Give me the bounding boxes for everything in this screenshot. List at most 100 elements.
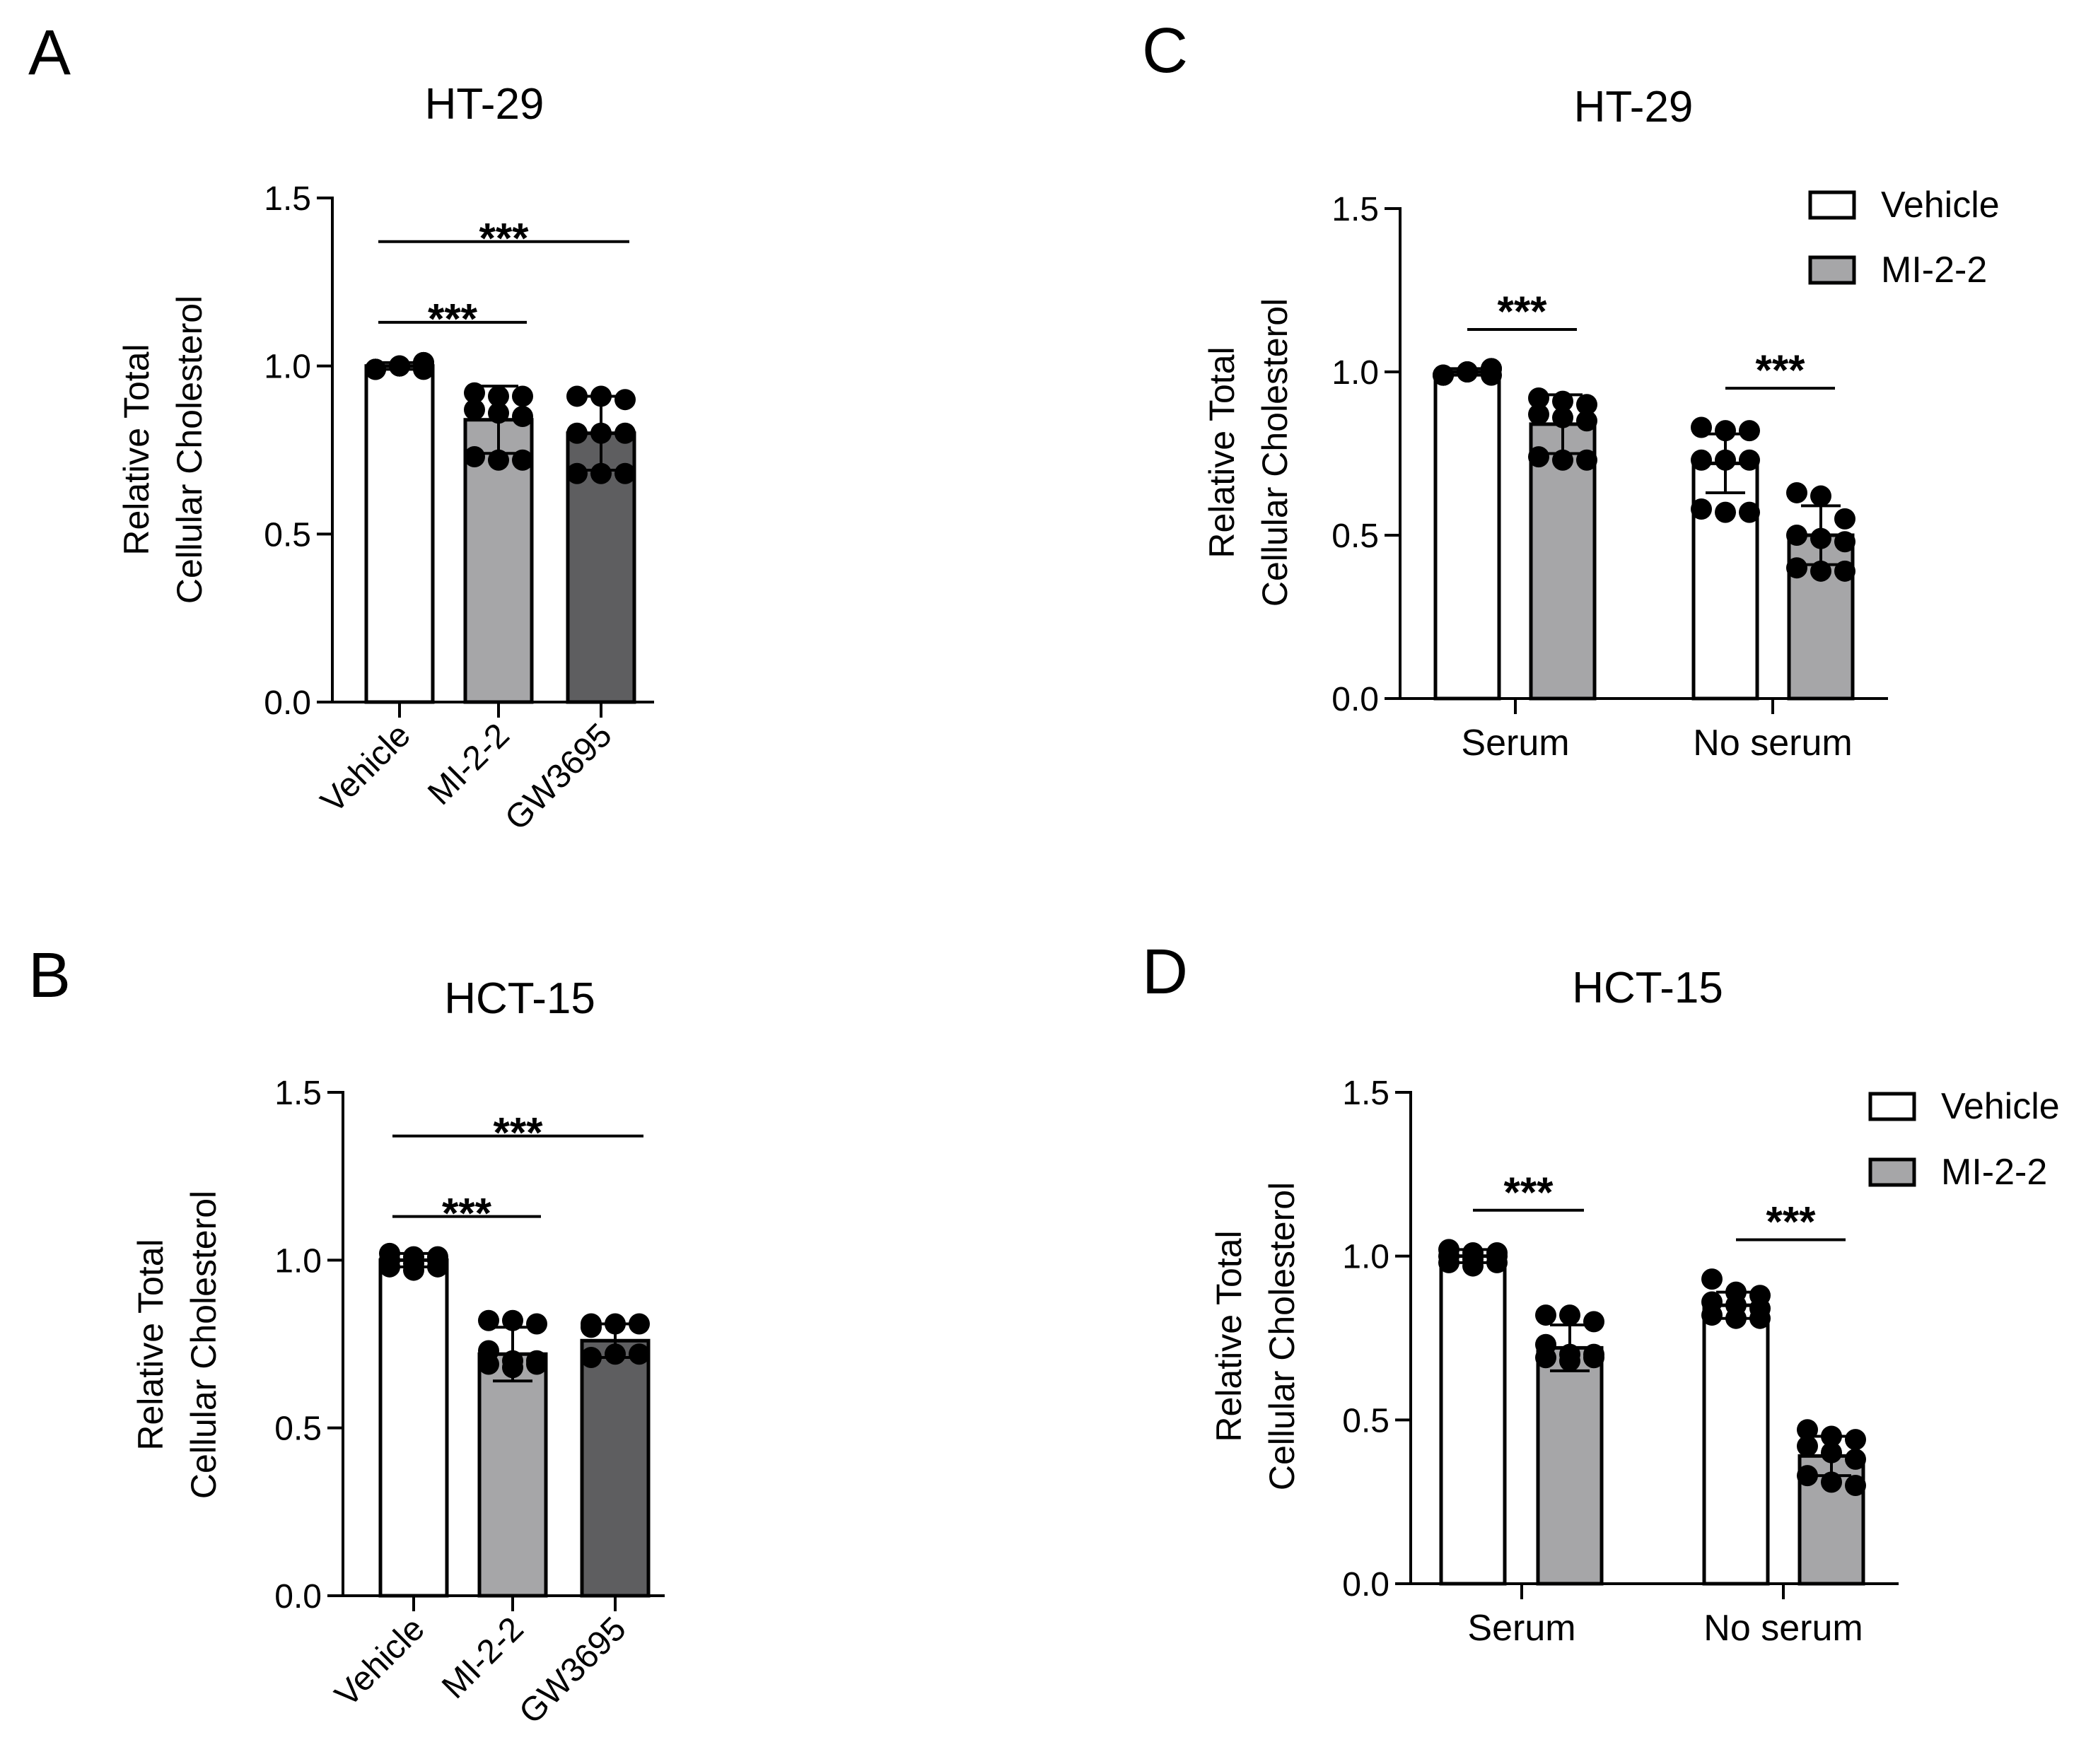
data-point [1821,1425,1842,1447]
y-tick-label: 1.5 [264,180,311,218]
legend-label: Vehicle [1881,185,2000,226]
panel-b: B HCT-15 Relative Total Cellular Cholestero… [28,940,665,1731]
chart-title: HCT-15 [444,974,595,1023]
data-point [365,358,386,380]
data-point [605,1313,626,1335]
bar [1702,1303,1770,1586]
x-tick-label: Vehicle [314,716,418,820]
bar [1439,1254,1507,1586]
y-tick-label: 0.5 [264,516,311,554]
data-point [1845,1475,1866,1496]
significance-label: *** [479,215,529,262]
data-point [1576,394,1597,416]
data-point [413,358,434,380]
data-point [403,1259,424,1281]
data-point [1821,1471,1842,1493]
y-tick-label: 1.0 [1342,1239,1389,1276]
legend-label: MI-2-2 [1881,250,1987,291]
bar [1433,370,1501,701]
data-point [1739,501,1760,523]
x-tick-label: MI-2-2 [435,1610,531,1706]
data-point [1559,1304,1580,1326]
data-point [1535,1304,1556,1326]
data-point [1481,364,1502,386]
data-point [590,385,612,407]
x-tick-label: No serum [1693,723,1852,764]
data-point [526,1313,547,1335]
data-point [389,355,410,377]
data-point [1576,410,1597,432]
data-point [1810,527,1831,549]
y-axis-label-line1: Relative Total [1202,346,1242,558]
data-point [1715,449,1736,471]
data-point [1462,1255,1484,1277]
data-point [1535,1347,1556,1369]
significance-label: *** [1503,1169,1554,1216]
y-axis-label-line2: Cellular Cholesterol [184,1191,223,1499]
panel-d: D HCT-15 Relative Total Cellular Cholestero… [1142,937,2060,1649]
data-point [581,1316,602,1338]
y-tick-label: 0.0 [264,684,311,722]
data-point [1786,525,1807,546]
significance-label: *** [428,296,478,343]
significance-label: *** [1755,346,1805,394]
data-point [614,462,636,484]
data-point [488,385,509,407]
x-tick-label: Serum [1467,1608,1575,1649]
x-tick-label: No serum [1703,1608,1863,1649]
data-point [478,1309,499,1331]
data-point [1834,560,1855,582]
data-point [1552,449,1573,471]
data-point [1701,1304,1723,1326]
chart-title: HCT-15 [1572,964,1723,1012]
data-point [1691,449,1712,471]
data-point [379,1256,400,1278]
data-point [605,1343,626,1365]
data-point [1691,498,1712,520]
data-point [502,1357,523,1379]
y-axis-label-line1: Relative Total [131,1239,170,1450]
data-point [1739,449,1760,471]
panel-letter: D [1142,937,1188,1007]
y-axis-label-line1: Relative Total [117,344,156,555]
x-tick-label: MI-2-2 [421,716,517,812]
data-point [478,1353,499,1375]
y-tick-label: 1.5 [1342,1075,1389,1112]
data-point [512,385,533,407]
significance-label: *** [1497,288,1547,335]
data-point [464,446,485,468]
y-axis-label-line1: Relative Total [1209,1230,1249,1442]
data-point [488,402,509,424]
data-point [566,422,588,444]
y-tick-label: 0.0 [1332,681,1379,718]
data-point [464,399,485,421]
data-point [1739,420,1760,442]
data-point [1810,485,1831,507]
data-point [1486,1245,1508,1267]
data-point [1786,557,1807,579]
significance-label: *** [493,1109,543,1156]
data-point [1559,1350,1580,1372]
legend-label: MI-2-2 [1941,1152,2047,1193]
data-point [1433,364,1454,386]
data-point [1457,361,1478,382]
data-point [1797,1419,1818,1441]
data-point [1583,1347,1604,1369]
data-point [526,1353,547,1375]
y-tick-label: 1.0 [264,349,311,386]
panel-letter: C [1142,16,1188,86]
bar [378,1258,449,1598]
data-point [629,1313,650,1335]
data-point [614,389,636,411]
x-tick-label: Serum [1461,723,1569,764]
legend-swatch [1808,190,1856,220]
y-axis-label-line2: Cellular Cholesterol [1255,298,1295,607]
panel-a: A HT-29 Relative Total Cellular Cholesterol… [28,18,654,838]
legend-swatch [1868,1157,1916,1187]
legend-label: Vehicle [1941,1086,2060,1127]
data-point [1583,1311,1604,1333]
x-tick-label: GW3695 [498,716,619,837]
y-tick-label: 1.5 [1332,191,1379,228]
data-point [1786,481,1807,503]
